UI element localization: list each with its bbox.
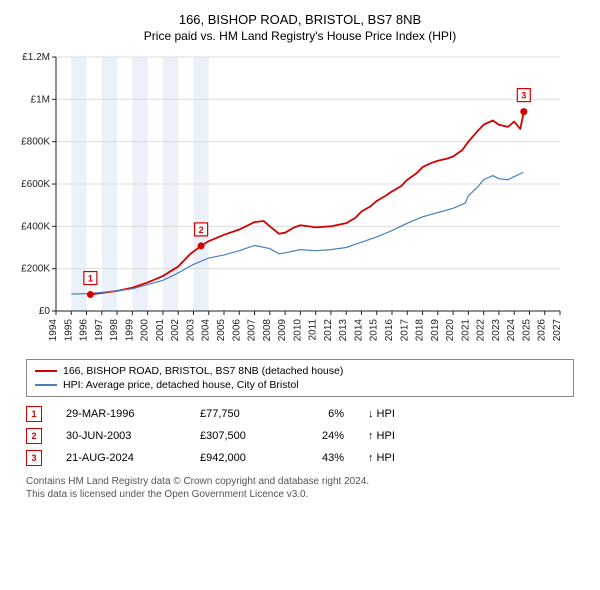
svg-text:2025: 2025 <box>521 319 532 342</box>
footnote-line1: Contains HM Land Registry data © Crown c… <box>26 476 369 487</box>
svg-text:2016: 2016 <box>384 319 395 342</box>
svg-text:2014: 2014 <box>353 319 364 342</box>
sale-marker-icon: 2 <box>26 428 42 444</box>
svg-text:1: 1 <box>88 274 93 284</box>
sale-marker-icon: 1 <box>26 406 42 422</box>
svg-text:2019: 2019 <box>430 319 441 342</box>
footnote-line2: This data is licensed under the Open Gov… <box>26 489 308 500</box>
svg-text:2027: 2027 <box>552 319 563 342</box>
legend-row: HPI: Average price, detached house, City… <box>35 378 565 392</box>
svg-text:2005: 2005 <box>216 319 227 342</box>
legend-label: HPI: Average price, detached house, City… <box>63 379 299 391</box>
legend: 166, BISHOP ROAD, BRISTOL, BS7 8NB (deta… <box>26 359 574 397</box>
svg-text:1994: 1994 <box>48 319 59 342</box>
svg-text:2024: 2024 <box>506 319 517 342</box>
svg-text:2021: 2021 <box>460 319 471 342</box>
svg-text:2013: 2013 <box>338 319 349 342</box>
sales-row: 2 30-JUN-2003 £307,500 24% ↑ HPI <box>26 425 574 447</box>
svg-text:£800K: £800K <box>21 137 50 148</box>
svg-text:2002: 2002 <box>170 319 181 342</box>
footnote: Contains HM Land Registry data © Crown c… <box>26 475 574 501</box>
svg-text:2006: 2006 <box>231 319 242 342</box>
sale-pct: 6% <box>304 408 344 420</box>
svg-text:2000: 2000 <box>140 319 151 342</box>
sale-price: £77,750 <box>200 408 280 420</box>
sales-table: 1 29-MAR-1996 £77,750 6% ↓ HPI 2 30-JUN-2003 £3… <box>26 403 574 469</box>
svg-text:£400K: £400K <box>21 221 50 232</box>
sale-date: 29-MAR-1996 <box>66 408 176 420</box>
svg-text:2011: 2011 <box>308 319 319 341</box>
legend-swatch <box>35 384 57 386</box>
svg-text:2009: 2009 <box>277 319 288 342</box>
sale-marker-icon: 3 <box>26 450 42 466</box>
svg-text:£1M: £1M <box>31 94 50 105</box>
legend-swatch <box>35 370 57 372</box>
sale-direction: ↑ HPI <box>368 430 395 442</box>
svg-text:2007: 2007 <box>247 319 258 342</box>
page-subtitle: Price paid vs. HM Land Registry's House … <box>10 29 590 43</box>
svg-text:2010: 2010 <box>292 319 303 342</box>
svg-text:2: 2 <box>199 225 204 235</box>
svg-text:2003: 2003 <box>185 319 196 342</box>
legend-label: 166, BISHOP ROAD, BRISTOL, BS7 8NB (deta… <box>63 365 343 377</box>
svg-text:2004: 2004 <box>201 319 212 342</box>
legend-row: 166, BISHOP ROAD, BRISTOL, BS7 8NB (deta… <box>35 364 565 378</box>
svg-text:2017: 2017 <box>399 319 410 342</box>
svg-text:£0: £0 <box>39 306 51 317</box>
svg-text:2001: 2001 <box>155 319 166 342</box>
sale-direction: ↓ HPI <box>368 408 395 420</box>
svg-text:2022: 2022 <box>476 319 487 342</box>
svg-text:1995: 1995 <box>63 319 74 342</box>
sale-direction: ↑ HPI <box>368 452 395 464</box>
svg-text:2008: 2008 <box>262 319 273 342</box>
sale-date: 30-JUN-2003 <box>66 430 176 442</box>
sale-pct: 43% <box>304 452 344 464</box>
svg-text:£1.2M: £1.2M <box>22 52 50 63</box>
sales-row: 3 21-AUG-2024 £942,000 43% ↑ HPI <box>26 447 574 469</box>
svg-text:2026: 2026 <box>537 319 548 342</box>
svg-text:1999: 1999 <box>124 319 135 342</box>
svg-text:2018: 2018 <box>415 319 426 342</box>
svg-text:2012: 2012 <box>323 319 334 342</box>
svg-text:2015: 2015 <box>369 319 380 342</box>
svg-text:3: 3 <box>521 91 526 101</box>
svg-text:£600K: £600K <box>21 179 50 190</box>
svg-text:1997: 1997 <box>94 319 105 342</box>
svg-text:2023: 2023 <box>491 319 502 342</box>
sales-row: 1 29-MAR-1996 £77,750 6% ↓ HPI <box>26 403 574 425</box>
svg-text:1998: 1998 <box>109 319 120 342</box>
svg-text:2020: 2020 <box>445 319 456 342</box>
svg-text:1996: 1996 <box>79 319 90 342</box>
sale-price: £307,500 <box>200 430 280 442</box>
sale-date: 21-AUG-2024 <box>66 452 176 464</box>
svg-text:£200K: £200K <box>21 264 50 275</box>
page-title: 166, BISHOP ROAD, BRISTOL, BS7 8NB <box>10 12 590 27</box>
price-chart: £0 £200K £400K £600K £800K £1M £1.2M 1994 1995 19… <box>10 51 570 351</box>
sale-price: £942,000 <box>200 452 280 464</box>
sale-pct: 24% <box>304 430 344 442</box>
